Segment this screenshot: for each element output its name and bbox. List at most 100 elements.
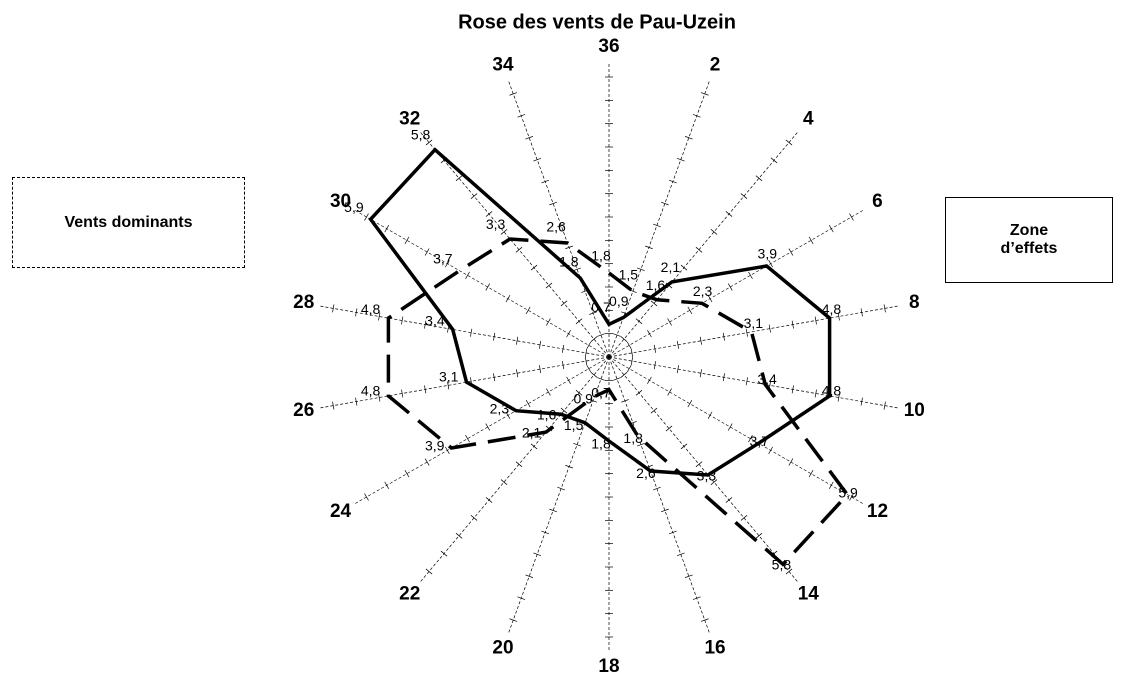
tick-mark bbox=[384, 225, 390, 233]
tick-mark bbox=[533, 157, 542, 162]
tick-mark bbox=[699, 336, 702, 345]
tick-mark bbox=[635, 318, 643, 325]
tick-mark bbox=[425, 568, 433, 575]
tick-mark bbox=[505, 295, 511, 303]
value-label: 3,7 bbox=[749, 433, 769, 449]
category-label: 28 bbox=[293, 292, 314, 313]
tick-mark bbox=[545, 282, 553, 289]
axis-line bbox=[320, 305, 610, 358]
value-label: 5,9 bbox=[344, 199, 364, 215]
tick-mark bbox=[470, 328, 473, 337]
tick-mark bbox=[695, 461, 703, 468]
tick-mark bbox=[332, 304, 335, 313]
category-label: 26 bbox=[293, 400, 314, 421]
tick-mark bbox=[725, 211, 733, 217]
tick-mark bbox=[630, 348, 634, 357]
tick-mark bbox=[667, 388, 672, 396]
category-label: 2 bbox=[710, 55, 721, 76]
tick-mark bbox=[516, 336, 519, 345]
tick-mark bbox=[695, 246, 703, 253]
tick-mark bbox=[525, 574, 534, 578]
value-label: 0,7 bbox=[591, 384, 611, 400]
axis-line bbox=[508, 81, 610, 358]
tick-mark bbox=[384, 481, 390, 489]
tick-mark bbox=[597, 333, 605, 337]
tick-mark bbox=[849, 493, 854, 501]
category-label: 36 bbox=[598, 36, 619, 57]
category-label: 6 bbox=[872, 191, 883, 212]
tick-mark bbox=[378, 393, 381, 402]
tick-mark bbox=[692, 114, 701, 118]
tick-mark bbox=[647, 330, 652, 338]
value-label: 2,3 bbox=[490, 400, 510, 416]
value-label: 3,3 bbox=[697, 467, 717, 483]
tick-mark bbox=[533, 552, 542, 557]
tick-mark bbox=[755, 175, 763, 182]
tick-mark bbox=[707, 411, 713, 419]
tick-mark bbox=[613, 377, 621, 381]
value-label: 4,8 bbox=[822, 382, 842, 398]
value-label: 1,8 bbox=[591, 436, 611, 452]
tick-mark bbox=[546, 318, 551, 326]
tick-mark bbox=[676, 552, 685, 557]
tick-mark bbox=[589, 399, 597, 403]
tick-mark bbox=[620, 372, 628, 378]
tick-mark bbox=[597, 377, 605, 381]
category-label: 14 bbox=[798, 583, 820, 604]
tick-mark bbox=[562, 361, 565, 370]
tick-mark bbox=[573, 267, 581, 271]
tick-mark bbox=[424, 385, 427, 394]
tick-mark bbox=[635, 389, 643, 396]
tick-mark bbox=[620, 336, 628, 342]
tick-mark bbox=[653, 361, 656, 370]
value-label: 3,4 bbox=[425, 312, 445, 328]
tick-mark bbox=[650, 407, 658, 414]
category-label: 20 bbox=[492, 637, 513, 658]
tick-mark bbox=[378, 312, 381, 321]
value-label: 2,6 bbox=[636, 465, 656, 481]
tick-mark bbox=[700, 618, 709, 622]
tick-mark bbox=[590, 336, 598, 342]
tick-mark bbox=[768, 260, 773, 268]
tick-mark bbox=[613, 333, 621, 337]
tick-mark bbox=[660, 201, 669, 206]
value-label: 3,4 bbox=[757, 371, 777, 387]
tick-mark bbox=[485, 497, 493, 503]
tick-mark bbox=[515, 246, 523, 253]
tick-mark bbox=[808, 236, 814, 244]
value-label: 3,7 bbox=[433, 250, 453, 266]
category-label: 32 bbox=[399, 109, 420, 130]
tick-mark bbox=[768, 446, 773, 454]
value-label: 3,9 bbox=[425, 438, 445, 454]
tick-mark bbox=[660, 508, 669, 513]
tick-mark bbox=[566, 376, 571, 384]
tick-mark bbox=[541, 530, 550, 535]
tick-mark bbox=[687, 400, 693, 408]
tick-mark bbox=[525, 400, 531, 408]
tick-mark bbox=[586, 341, 592, 349]
value-label: 1,5 bbox=[564, 417, 584, 433]
tick-mark bbox=[676, 365, 679, 374]
tick-mark bbox=[546, 388, 551, 396]
tick-mark bbox=[539, 340, 542, 349]
tick-mark bbox=[525, 136, 534, 140]
axis-line bbox=[608, 81, 710, 358]
tick-mark bbox=[485, 423, 491, 431]
tick-mark bbox=[364, 213, 369, 221]
tick-mark bbox=[485, 211, 493, 217]
tick-mark bbox=[586, 365, 592, 373]
tick-mark bbox=[745, 377, 748, 386]
tick-mark bbox=[549, 201, 558, 206]
tick-mark bbox=[785, 139, 793, 146]
tick-mark bbox=[748, 435, 753, 443]
value-label: 4,8 bbox=[361, 382, 381, 398]
tick-mark bbox=[647, 376, 652, 384]
tick-mark bbox=[541, 179, 550, 184]
chart-title: Rose des vents de Pau-Uzein bbox=[458, 11, 736, 33]
tick-mark bbox=[770, 157, 778, 164]
tick-mark bbox=[828, 481, 834, 489]
tick-mark bbox=[653, 223, 661, 228]
value-label: 1,6 bbox=[537, 407, 557, 423]
category-label: 10 bbox=[904, 400, 925, 421]
